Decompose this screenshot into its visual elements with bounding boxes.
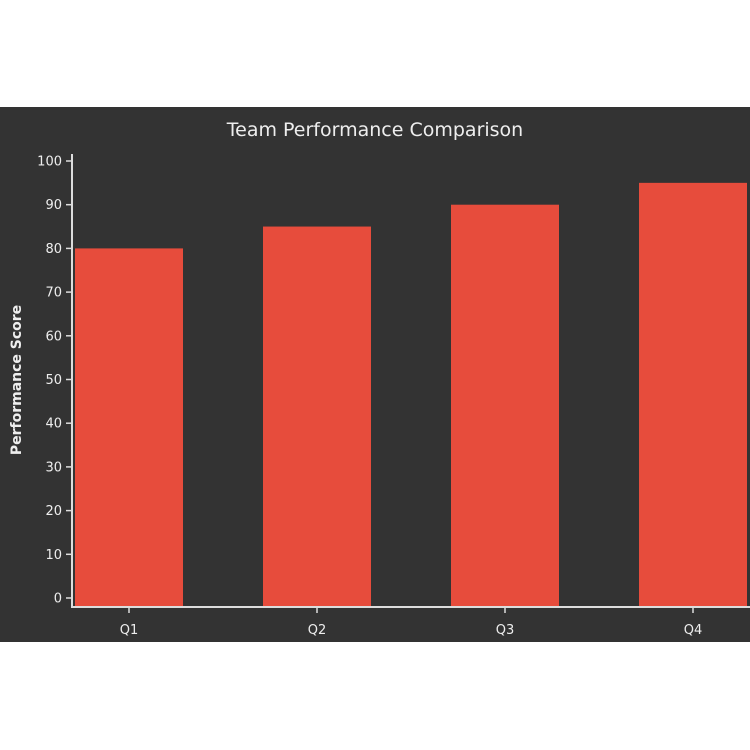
y-tick-label: 100 (37, 155, 62, 170)
bar-q3 (451, 204, 559, 607)
bar-q4 (639, 182, 747, 607)
y-tick-label: 60 (45, 329, 62, 344)
x-tick-label-q1: Q1 (120, 623, 139, 638)
y-tick-label: 40 (45, 417, 62, 432)
bar-chart: Team Performance Comparison Performance … (9, 119, 750, 638)
bar-q1 (75, 248, 183, 607)
bar-q2 (263, 226, 371, 608)
y-tick-label: 30 (45, 460, 62, 475)
y-axis-ticks: 0 10 20 30 40 50 60 70 80 90 100 (37, 155, 72, 607)
bars-group (75, 182, 747, 608)
y-axis-label: Performance Score (9, 305, 25, 455)
chart-panel: Team Performance Comparison Performance … (0, 107, 750, 642)
y-tick-label: 50 (45, 373, 62, 388)
y-tick-label: 80 (45, 242, 62, 257)
x-axis-ticks: Q1 Q2 Q3 Q4 (120, 607, 703, 638)
y-tick-label: 20 (45, 504, 62, 519)
x-tick-label-q2: Q2 (308, 623, 327, 638)
y-tick-label: 90 (45, 198, 62, 213)
x-tick-label-q4: Q4 (684, 623, 703, 638)
chart-title: Team Performance Comparison (226, 119, 523, 141)
y-tick-label: 70 (45, 286, 62, 301)
x-tick-label-q3: Q3 (496, 623, 515, 638)
y-tick-label: 10 (45, 548, 62, 563)
y-tick-label: 0 (54, 592, 62, 607)
